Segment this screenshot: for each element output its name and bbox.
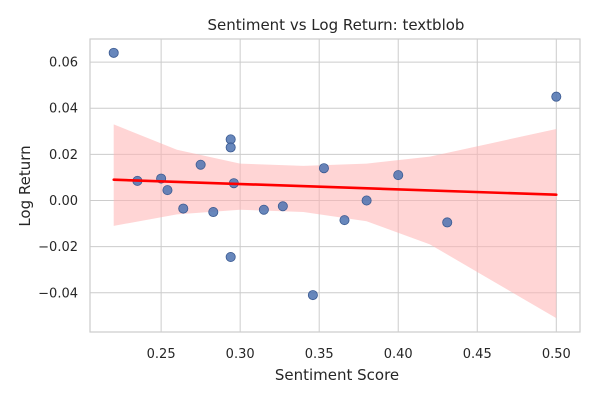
regression-line-layer [112,178,558,197]
data-point [162,185,173,196]
y-tick-label: −0.02 [38,240,78,255]
data-point [361,195,372,206]
chart-title: Sentiment vs Log Return: textblob [208,16,465,34]
x-tick-label: 0.45 [463,347,492,362]
x-tick-label: 0.25 [147,347,176,362]
data-point [393,170,404,181]
data-point [108,47,119,58]
y-tick-label: −0.04 [38,286,78,301]
data-point [442,217,453,228]
data-point [208,207,219,218]
x-tick-label: 0.30 [226,347,255,362]
data-point [225,142,236,153]
y-tick-label: 0.00 [49,194,78,209]
data-point [339,215,350,226]
data-point [318,163,329,174]
regression-line [112,178,558,197]
confidence-band [113,124,557,319]
data-point [225,252,236,263]
data-points [108,47,562,301]
y-tick-label: 0.06 [49,56,78,71]
y-tick-labels: −0.04 −0.02 0.00 0.02 0.04 0.06 [38,56,78,302]
y-tick-label: 0.02 [49,148,78,163]
data-point [277,201,288,212]
data-point [178,203,189,214]
x-tick-label: 0.50 [542,347,571,362]
plot-frame [89,38,581,333]
x-tick-label: 0.40 [384,347,413,362]
y-axis-label: Log Return [16,145,34,226]
confidence-band-layer [113,124,557,319]
x-axis-label: Sentiment Score [275,366,399,384]
x-tick-labels: 0.25 0.30 0.35 0.40 0.45 0.50 [147,347,571,362]
y-tick-label: 0.04 [49,102,78,117]
data-point [258,204,269,215]
data-point [195,159,206,170]
data-point [551,91,562,102]
data-point [307,290,318,301]
x-tick-label: 0.35 [305,347,334,362]
